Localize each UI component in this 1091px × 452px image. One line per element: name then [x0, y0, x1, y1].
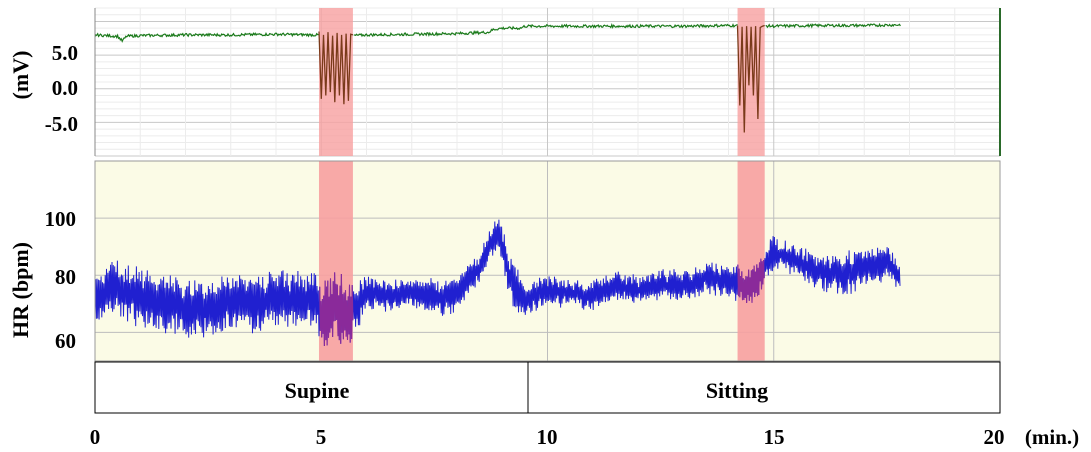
ecg-series — [94, 22, 901, 133]
x-axis-unit: (min.) — [1025, 425, 1079, 449]
ecg-ytick-label: 5.0 — [52, 41, 78, 65]
hr-overlay-trace — [737, 258, 765, 304]
x-tick-label: 0 — [90, 425, 101, 449]
hr-highlight-band — [737, 161, 765, 361]
ecg-artifact-trace — [736, 24, 765, 133]
ecg-grid — [94, 7, 1001, 157]
ecg-artifact-trace — [318, 31, 354, 105]
x-tick-label: 20 — [984, 425, 1005, 449]
hr-frame — [94, 160, 1001, 362]
hr-trace — [94, 219, 901, 347]
phase-box — [94, 361, 1001, 414]
hr-ytick-label: 60 — [55, 329, 76, 353]
hr-y-axis-label: HR (bpm) — [8, 242, 33, 338]
ecg-y-axis-label: (mV) — [8, 51, 33, 100]
x-tick-label: 15 — [764, 425, 785, 449]
phase-label-sitting: Sitting — [706, 378, 768, 403]
ecg-trace — [94, 31, 319, 43]
ecg-ytick-label: -5.0 — [45, 112, 78, 136]
ecg-ytick-label: 0.0 — [52, 76, 78, 100]
hr-series — [94, 219, 901, 347]
ecg-trace — [353, 23, 738, 38]
x-tick-label: 10 — [537, 425, 558, 449]
ecg-trace — [765, 22, 901, 29]
hr-ytick-label: 100 — [45, 207, 77, 231]
phase-label-supine: Supine — [285, 378, 350, 403]
hr-overlay-trace — [319, 272, 354, 347]
hr-ytick-label: 80 — [55, 265, 76, 289]
x-tick-label: 5 — [316, 425, 327, 449]
